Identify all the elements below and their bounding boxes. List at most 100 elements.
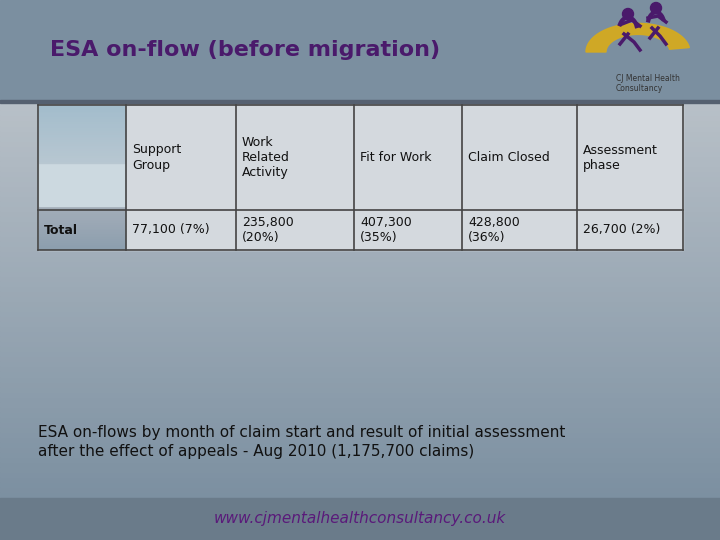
Bar (39, 124, 125, 126)
Bar (0, 96, 720, 100)
Bar (39, 111, 125, 113)
Bar (0, 45, 720, 50)
Bar (0, 281, 720, 286)
Circle shape (650, 3, 662, 14)
Bar (39, 149, 125, 151)
Bar (39, 145, 125, 147)
Bar (0, 332, 720, 336)
Bar (0, 211, 720, 216)
Bar (0, 316, 720, 321)
Bar (0, 336, 720, 341)
Bar (0, 387, 720, 392)
Bar (0, 356, 720, 361)
Bar (39, 178, 125, 179)
Bar (39, 192, 125, 193)
Bar (39, 138, 125, 140)
Bar (0, 498, 720, 540)
Bar (0, 346, 720, 352)
Bar (0, 176, 720, 181)
Bar (0, 467, 720, 472)
Bar (39, 213, 125, 215)
Bar (0, 40, 720, 45)
Bar (0, 160, 720, 166)
Text: 428,800
(36%): 428,800 (36%) (468, 216, 520, 244)
Bar (0, 231, 720, 236)
Bar (0, 50, 720, 55)
Bar (0, 462, 720, 467)
Bar (39, 186, 125, 188)
Text: Work
Related
Activity: Work Related Activity (242, 136, 290, 179)
Bar (0, 266, 720, 271)
Bar (39, 179, 125, 181)
Text: ESA on-flows by month of claim start and result of initial assessment
after the : ESA on-flows by month of claim start and… (38, 424, 565, 460)
Bar (0, 25, 720, 30)
Bar (0, 457, 720, 462)
Circle shape (623, 9, 634, 19)
Bar (39, 133, 125, 134)
Text: Support
Group: Support Group (132, 144, 181, 172)
Bar (0, 196, 720, 201)
Bar (39, 219, 125, 220)
Bar (0, 216, 720, 221)
Bar (0, 105, 720, 111)
Bar (0, 367, 720, 372)
Bar (0, 116, 720, 120)
Bar (39, 245, 125, 247)
Bar (0, 431, 720, 437)
Bar (39, 233, 125, 235)
Bar (0, 85, 720, 90)
Bar (39, 117, 125, 118)
Bar (39, 181, 125, 183)
Bar (0, 402, 720, 407)
Bar (39, 120, 125, 122)
Bar (0, 341, 720, 346)
Bar (0, 417, 720, 422)
Bar (0, 70, 720, 75)
Bar (0, 422, 720, 427)
Bar (39, 224, 125, 226)
Bar (39, 141, 125, 144)
Bar (0, 156, 720, 160)
Bar (0, 30, 720, 35)
Bar (0, 131, 720, 136)
Bar (39, 217, 125, 219)
Bar (0, 0, 720, 100)
Bar (0, 291, 720, 296)
Text: www.cjmentalhealthconsultancy.co.uk: www.cjmentalhealthconsultancy.co.uk (214, 511, 506, 526)
Bar (39, 193, 125, 195)
Bar (39, 206, 125, 208)
Bar (38, 105, 683, 250)
Bar (0, 241, 720, 246)
Bar (0, 111, 720, 116)
Bar (0, 487, 720, 492)
Bar (0, 452, 720, 457)
Bar (0, 326, 720, 332)
Bar (39, 163, 125, 165)
Bar (0, 146, 720, 151)
Bar (39, 127, 125, 129)
Bar (0, 256, 720, 261)
Bar (39, 172, 125, 174)
Bar (0, 100, 720, 105)
Bar (39, 185, 125, 186)
Bar (0, 497, 720, 502)
Bar (39, 118, 125, 120)
Bar (0, 447, 720, 452)
Bar (39, 147, 125, 149)
Bar (0, 191, 720, 196)
Bar (0, 261, 720, 266)
Bar (39, 197, 125, 199)
Bar (39, 222, 125, 224)
Bar (39, 210, 125, 212)
Bar (39, 161, 125, 163)
Bar (39, 108, 125, 110)
Bar (39, 226, 125, 227)
Bar (39, 208, 125, 210)
Bar (39, 158, 125, 160)
Bar (0, 246, 720, 251)
Bar (39, 152, 125, 154)
Bar (0, 251, 720, 256)
Bar (39, 235, 125, 237)
Bar (0, 20, 720, 25)
Bar (39, 215, 125, 217)
